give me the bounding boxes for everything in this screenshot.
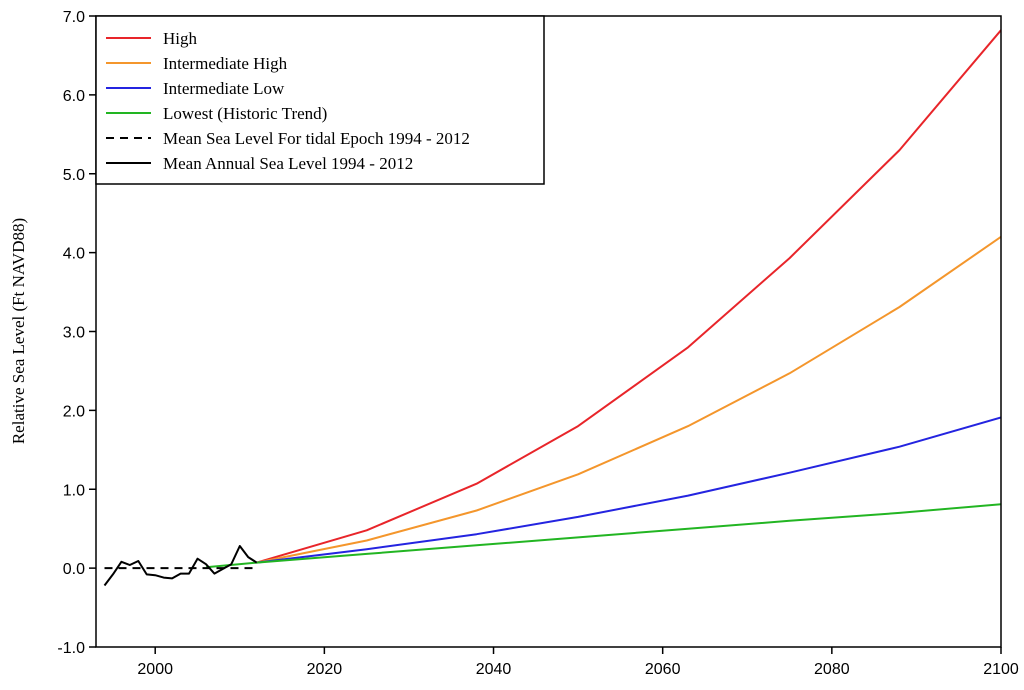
series-line-0 bbox=[256, 29, 1001, 564]
y-tick-label: 1.0 bbox=[63, 482, 85, 499]
x-tick-label: 2080 bbox=[814, 661, 850, 678]
legend-label-4: Mean Sea Level For tidal Epoch 1994 - 20… bbox=[163, 129, 470, 148]
legend-label-0: High bbox=[163, 29, 198, 48]
y-tick-label: 4.0 bbox=[63, 246, 85, 263]
legend-label-5: Mean Annual Sea Level 1994 - 2012 bbox=[163, 154, 413, 173]
series-line-3 bbox=[205, 503, 1001, 569]
series-line-2 bbox=[256, 416, 1001, 564]
series-line-1 bbox=[256, 235, 1001, 564]
legend-label-1: Intermediate High bbox=[163, 54, 288, 73]
axes: 2000 2020 2040 2060 2080 2100 -1.0 0.0 1.0 2.0 3.0… bbox=[57, 9, 1018, 678]
y-tick-label: -1.0 bbox=[57, 640, 85, 657]
y-tick-label: 2.0 bbox=[63, 403, 85, 420]
y-tick-label: 0.0 bbox=[63, 561, 85, 578]
series-line-5 bbox=[103, 545, 258, 587]
x-tick-label: 2040 bbox=[476, 661, 512, 678]
y-tick-label: 6.0 bbox=[63, 88, 85, 105]
legend-box bbox=[95, 15, 545, 185]
legend: High Intermediate High Intermediate Low Low… bbox=[95, 15, 545, 185]
plot-area bbox=[103, 29, 1001, 587]
y-tick-label: 3.0 bbox=[63, 325, 85, 342]
legend-label-3: Lowest (Historic Trend) bbox=[163, 104, 327, 123]
x-tick-label: 2060 bbox=[645, 661, 681, 678]
x-tick-label: 2000 bbox=[137, 661, 173, 678]
y-axis-title: Relative Sea Level (Ft NAVD88) bbox=[9, 218, 28, 444]
y-tick-label: 5.0 bbox=[63, 167, 85, 184]
x-tick-label: 2020 bbox=[307, 661, 343, 678]
legend-label-2: Intermediate Low bbox=[163, 79, 285, 98]
y-tick-label: 7.0 bbox=[63, 9, 85, 26]
x-tick-label: 2100 bbox=[983, 661, 1019, 678]
